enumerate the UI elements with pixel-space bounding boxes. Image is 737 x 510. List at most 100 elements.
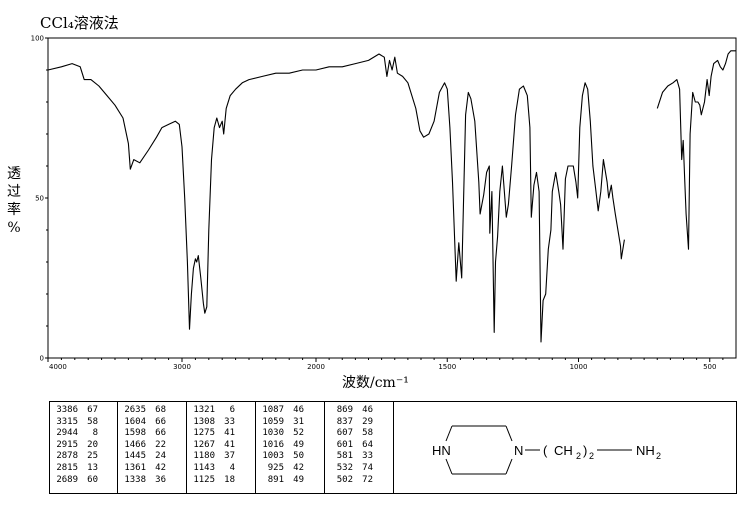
peak-transmittance: 41 xyxy=(224,428,235,439)
peak-transmittance: 29 xyxy=(362,416,373,427)
peak-table-row: 1338 36 xyxy=(118,475,186,487)
peak-wavenumber: 1308 xyxy=(193,416,215,427)
spectrum-line xyxy=(656,50,736,250)
peak-wavenumber: 1267 xyxy=(193,439,215,450)
peak-wavenumber: 2915 xyxy=(56,439,78,450)
x-tick-label: 2000 xyxy=(307,363,325,371)
y-axis-label-char: 过 xyxy=(7,184,21,200)
ring-bond xyxy=(505,458,513,475)
peak-table-row: 1604 66 xyxy=(118,417,186,429)
peak-transmittance: 24 xyxy=(155,451,166,462)
y-tick-label: 100 xyxy=(31,35,44,43)
peak-transmittance: 67 xyxy=(87,405,98,415)
ring-bond xyxy=(445,458,453,475)
peak-table-row: 1445 24 xyxy=(118,451,186,463)
peak-transmittance: 42 xyxy=(155,462,166,473)
peak-transmittance: 4 xyxy=(229,462,235,473)
peak-wavenumber: 1016 xyxy=(262,439,284,450)
peak-table-row: 3386 67 xyxy=(50,405,117,417)
peak-table-row: 1143 4 xyxy=(187,463,255,475)
peak-transmittance: 8 xyxy=(92,428,98,439)
peak-wavenumber: 925 xyxy=(267,462,284,473)
peak-table-column: 3386 67 3315 58 2944 8 2915 20 2878 25 2815 13 2689 6… xyxy=(50,402,118,493)
peak-table-row: 581 33 xyxy=(325,451,393,463)
ch2-label: CH xyxy=(554,443,573,458)
peak-transmittance: 49 xyxy=(293,439,304,450)
peak-wavenumber: 502 xyxy=(336,474,353,485)
peak-transmittance: 36 xyxy=(155,474,166,485)
peak-transmittance: 58 xyxy=(87,416,98,427)
peak-wavenumber: 2878 xyxy=(56,451,78,462)
peak-table-row: 601 64 xyxy=(325,440,393,452)
peak-table-column: 1087 46 1059 31 1030 52 1016 49 1003 50 925 42 891 49 xyxy=(256,402,325,493)
peak-transmittance: 72 xyxy=(362,474,373,485)
peak-wavenumber: 1361 xyxy=(124,462,146,473)
peak-table-row: 1466 22 xyxy=(118,440,186,452)
peak-table-row: 1308 33 xyxy=(187,417,255,429)
peak-table-row: 869 46 xyxy=(325,405,393,417)
structure-svg: HN N ( CH 2 ) 2 NH 2 xyxy=(432,425,661,475)
peak-wavenumber: 1466 xyxy=(124,439,146,450)
peak-table: 3386 67 3315 58 2944 8 2915 20 2878 25 2815 13 2689 6… xyxy=(49,401,737,494)
y-tick-label: 50 xyxy=(35,195,44,203)
peak-wavenumber: 532 xyxy=(336,462,353,473)
ring-n-label: N xyxy=(514,443,523,458)
peak-wavenumber: 1003 xyxy=(262,451,284,462)
x-tick-label: 4000 xyxy=(49,363,67,371)
peak-table-row: 1180 37 xyxy=(187,451,255,463)
y-axis-label: 透 过 率 % xyxy=(4,165,24,237)
peak-table-row: 1003 50 xyxy=(256,451,324,463)
x-tick-label: 3000 xyxy=(173,363,191,371)
peak-transmittance: 46 xyxy=(362,405,373,415)
peak-wavenumber: 581 xyxy=(336,451,353,462)
y-axis-label-char: 率 xyxy=(7,202,21,218)
peak-transmittance: 13 xyxy=(87,462,98,473)
peak-table-column: 2635 68 1604 66 1598 66 1466 22 1445 24 1361 42 1338… xyxy=(118,402,187,493)
ring-bond xyxy=(445,425,453,442)
peak-transmittance: 37 xyxy=(224,451,235,462)
peak-wavenumber: 1321 xyxy=(193,405,215,415)
peak-transmittance: 20 xyxy=(87,439,98,450)
peak-table-row: 502 72 xyxy=(325,475,393,487)
peak-transmittance: 66 xyxy=(155,428,166,439)
chart-title: CCl₄溶液法 xyxy=(40,14,119,32)
peak-transmittance: 25 xyxy=(87,451,98,462)
y-axis-label-char: % xyxy=(7,220,21,236)
peak-table-row: 1030 52 xyxy=(256,428,324,440)
peak-table-row: 2635 68 xyxy=(118,405,186,417)
peak-wavenumber: 1275 xyxy=(193,428,215,439)
peak-wavenumber: 1604 xyxy=(124,416,146,427)
x-tick-label: 1500 xyxy=(438,363,456,371)
ring-bond xyxy=(505,425,513,442)
chain-count: 2 xyxy=(589,451,594,461)
peak-transmittance: 52 xyxy=(293,428,304,439)
peak-wavenumber: 2689 xyxy=(56,474,78,485)
peak-transmittance: 46 xyxy=(293,405,304,415)
spectrum-series xyxy=(47,50,736,343)
peak-table-row: 1598 66 xyxy=(118,428,186,440)
peak-table-row: 1321 6 xyxy=(187,405,255,417)
x-axis-label: 波数/cm⁻¹ xyxy=(342,375,409,391)
nh2-subscript: 2 xyxy=(656,451,661,461)
peak-transmittance: 42 xyxy=(293,462,304,473)
peak-transmittance: 22 xyxy=(155,439,166,450)
y-tick-label: 0 xyxy=(40,355,44,363)
peak-table-row: 2815 13 xyxy=(50,463,117,475)
peak-wavenumber: 1338 xyxy=(124,474,146,485)
peak-table-column: 1321 6 1308 33 1275 41 1267 41 1180 37 1143 4 1125 18 xyxy=(187,402,256,493)
peak-table-row: 2878 25 xyxy=(50,451,117,463)
peak-table-row: 1361 42 xyxy=(118,463,186,475)
peak-table-row: 2944 8 xyxy=(50,428,117,440)
y-axis-label-char: 透 xyxy=(7,166,21,182)
peak-transmittance: 74 xyxy=(362,462,373,473)
peak-table-row: 1125 18 xyxy=(187,475,255,487)
peak-table-row: 2689 60 xyxy=(50,475,117,487)
peak-transmittance: 33 xyxy=(224,416,235,427)
peak-wavenumber: 891 xyxy=(267,474,284,485)
peak-wavenumber: 1030 xyxy=(262,428,284,439)
peak-wavenumber: 1180 xyxy=(193,451,215,462)
chain-close-paren: ) xyxy=(583,443,587,458)
spectrum-line xyxy=(47,53,625,343)
